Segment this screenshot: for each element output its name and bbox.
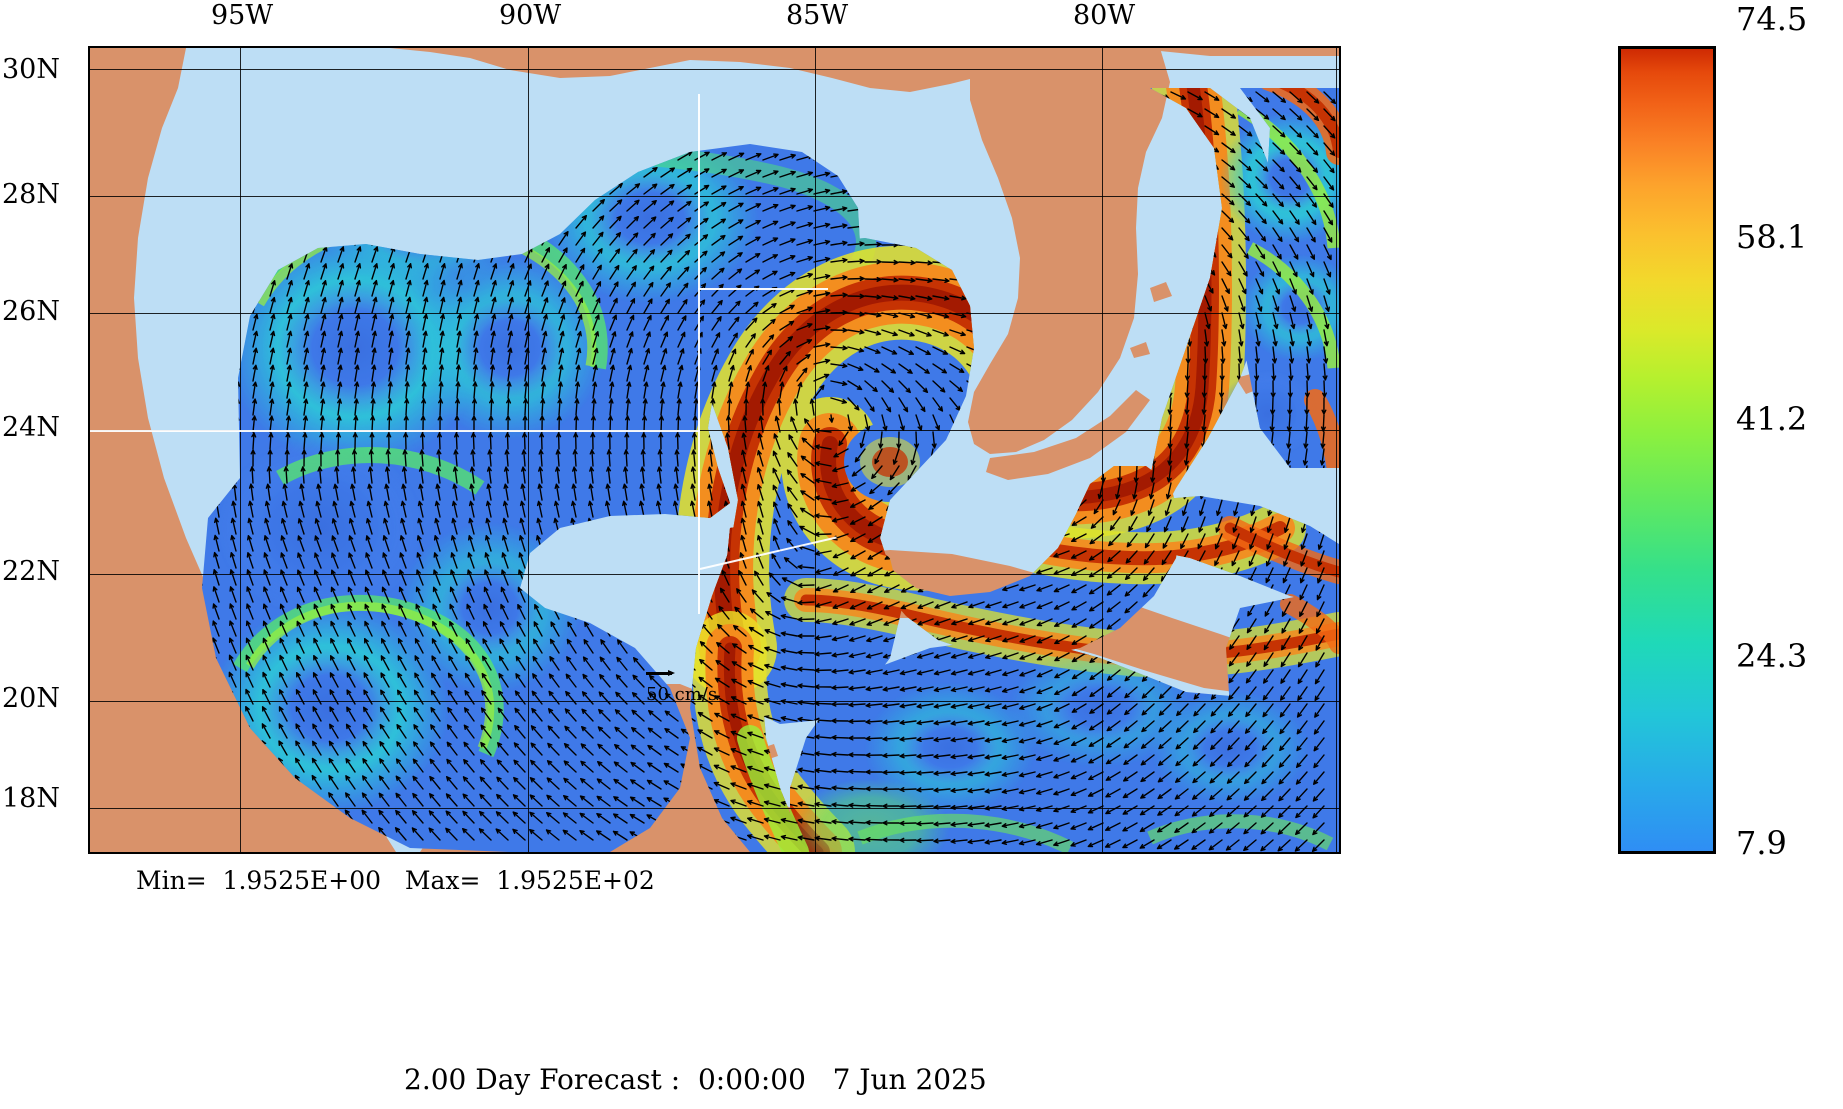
colorbar-tick-label: 7.9	[1736, 824, 1787, 862]
grid-line-lon	[240, 48, 241, 852]
colorbar[interactable]	[1618, 46, 1716, 854]
lat-tick-label: 24N	[2, 412, 60, 443]
grid-line-lat	[90, 69, 1339, 70]
reference-line-vertical	[698, 94, 700, 614]
colorbar-tick-label: 24.3	[1736, 637, 1808, 675]
scale-arrow-tip-icon	[668, 670, 675, 676]
grid-line-lat	[90, 313, 1339, 314]
colorbar-tick-label: 58.1	[1736, 218, 1808, 256]
lon-tick-label: 85W	[786, 0, 849, 31]
grid-line-lon	[815, 48, 816, 852]
lat-tick-label: 28N	[2, 179, 60, 210]
scale-label: 50 cm/s	[646, 684, 718, 705]
lat-tick-label: 30N	[2, 54, 60, 85]
map-canvas	[90, 48, 1339, 852]
lat-tick-label: 20N	[2, 683, 60, 714]
grid-line-lat	[90, 196, 1339, 197]
min-max-annotation: Min= 1.9525E+00 Max= 1.9525E+02	[136, 866, 655, 895]
reference-line-horizontal	[698, 288, 828, 290]
map-plot-area[interactable]: 50 cm/s	[88, 46, 1341, 854]
lon-tick-label: 95W	[211, 0, 274, 31]
grid-line-lon	[1336, 48, 1337, 852]
figure-title: 2.00 Day Forecast : 0:00:00 7 Jun 2025	[404, 1063, 987, 1096]
colorbar-tick-label: 74.5	[1736, 0, 1808, 38]
colorbar-tick-label: 41.2	[1736, 400, 1808, 438]
lat-tick-label: 22N	[2, 556, 60, 587]
grid-line-lat	[90, 430, 1339, 431]
grid-line-lat	[90, 808, 1339, 809]
lon-tick-label: 90W	[499, 0, 562, 31]
lon-tick-label: 80W	[1073, 0, 1136, 31]
grid-line-lon	[528, 48, 529, 852]
grid-line-lat	[90, 574, 1339, 575]
grid-line-lat	[90, 701, 1339, 702]
reference-line-horizontal-2	[90, 430, 700, 432]
lat-tick-label: 18N	[2, 783, 60, 814]
lat-tick-label: 26N	[2, 296, 60, 327]
scale-arrow-icon	[646, 672, 672, 675]
grid-line-lon	[1102, 48, 1103, 852]
